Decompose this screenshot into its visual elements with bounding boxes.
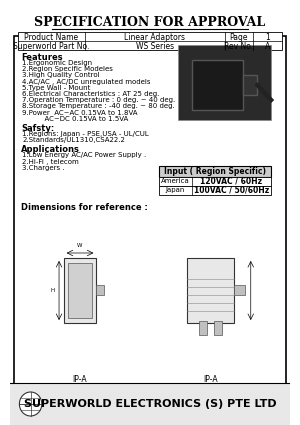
Bar: [243, 75, 257, 95]
Text: 5.Type Wall - Mount: 5.Type Wall - Mount: [22, 85, 91, 91]
Bar: [64, 258, 96, 323]
Text: 6.Electrical Characteristics : AT 25 deg.: 6.Electrical Characteristics : AT 25 deg…: [22, 91, 160, 97]
Text: 3.Chargers .: 3.Chargers .: [22, 165, 65, 171]
Text: Dimensions for reference :: Dimensions for reference :: [21, 203, 148, 212]
Bar: [178, 45, 271, 120]
Circle shape: [20, 392, 42, 416]
Bar: [159, 177, 271, 186]
Bar: [192, 60, 243, 110]
Text: H: H: [50, 288, 55, 293]
Text: 2.Region Specific Modeles: 2.Region Specific Modeles: [22, 66, 113, 72]
Text: Linear Adaptors: Linear Adaptors: [124, 32, 185, 42]
Bar: [159, 166, 271, 177]
Text: Superworld Part No.: Superworld Part No.: [13, 42, 89, 51]
Text: SPECIFICATION FOR APPROVAL: SPECIFICATION FOR APPROVAL: [34, 15, 266, 28]
Text: Applications: Applications: [21, 145, 80, 154]
Text: AC~DC 0.15VA to 1.5VA: AC~DC 0.15VA to 1.5VA: [22, 116, 128, 122]
Text: SUPERWORLD ELECTRONICS (S) PTE LTD: SUPERWORLD ELECTRONICS (S) PTE LTD: [24, 399, 276, 409]
Text: 3.High Quality Control: 3.High Quality Control: [22, 72, 100, 78]
Text: Rev No.: Rev No.: [224, 42, 253, 51]
Text: 4.AC/AC , AC/DC unregulated models: 4.AC/AC , AC/DC unregulated models: [22, 79, 151, 85]
Bar: [214, 321, 222, 335]
Bar: [10, 383, 290, 425]
Text: America: America: [161, 178, 190, 184]
Text: 1: 1: [265, 32, 270, 42]
Text: A: A: [265, 42, 270, 51]
Text: 120VAC / 60Hz: 120VAC / 60Hz: [200, 177, 262, 186]
Bar: [96, 286, 104, 295]
Text: 8.Storage Temperature : -40 deg. ~ 80 deg.: 8.Storage Temperature : -40 deg. ~ 80 de…: [22, 103, 175, 109]
Bar: [68, 263, 92, 318]
Text: Japan: Japan: [166, 187, 185, 193]
Bar: [200, 321, 207, 335]
Text: 2.Standards/UL1310,CSA22.2: 2.Standards/UL1310,CSA22.2: [22, 137, 125, 143]
Text: 1.Low Energy AC/AC Power Supply .: 1.Low Energy AC/AC Power Supply .: [22, 153, 146, 159]
Text: 1.Regions: Japan - PSE,USA - UL/CUL: 1.Regions: Japan - PSE,USA - UL/CUL: [22, 131, 149, 137]
Text: 7.Operation Temperature : 0 deg. ~ 40 deg.: 7.Operation Temperature : 0 deg. ~ 40 de…: [22, 97, 176, 103]
Text: Input ( Region Specific): Input ( Region Specific): [164, 167, 266, 176]
Text: 9.Power  AC~AC 0.15VA to 1.8VA: 9.Power AC~AC 0.15VA to 1.8VA: [22, 110, 138, 116]
Bar: [159, 186, 271, 195]
Text: Page: Page: [230, 32, 248, 42]
Text: Safsty:: Safsty:: [21, 124, 55, 133]
Text: 2.Hi-Fi , telecom: 2.Hi-Fi , telecom: [22, 159, 79, 164]
Text: Features: Features: [21, 53, 63, 62]
Bar: [187, 258, 234, 323]
Text: WS Series: WS Series: [136, 42, 174, 51]
Text: IP-A: IP-A: [73, 375, 87, 384]
Bar: [17, 32, 283, 50]
Text: Product Name: Product Name: [24, 32, 78, 42]
Bar: [234, 286, 245, 295]
Text: W: W: [77, 243, 83, 248]
Text: 1.Ergonomic Design: 1.Ergonomic Design: [22, 60, 92, 66]
Text: 100VAC / 50/60Hz: 100VAC / 50/60Hz: [194, 186, 269, 195]
Text: IP-A: IP-A: [203, 375, 218, 384]
